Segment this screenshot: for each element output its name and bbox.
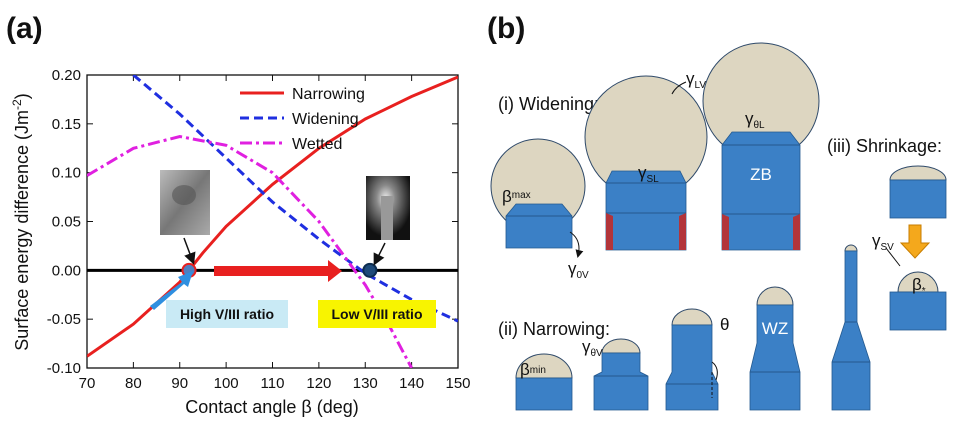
- crossing-point: [363, 264, 376, 277]
- x-tick-label: 100: [214, 375, 239, 392]
- subscript: max: [512, 190, 531, 201]
- subscript: 0V: [577, 270, 590, 281]
- legend-label: Wetted: [292, 136, 342, 153]
- sidewall: [722, 214, 729, 250]
- x-tick-label: 120: [306, 375, 331, 392]
- x-tick-label: 130: [353, 375, 378, 392]
- y-tick-label: 0.00: [52, 262, 81, 279]
- sidewall: [606, 213, 613, 250]
- x-tick-label: 90: [171, 375, 188, 392]
- process-arrow: [214, 260, 342, 282]
- x-tick-label: 70: [79, 375, 96, 392]
- tem-particle: [172, 185, 196, 205]
- sidewall: [793, 214, 800, 250]
- y-label-close: ): [12, 93, 32, 99]
- y-tick-label: 0.20: [52, 67, 81, 84]
- nanowire: [890, 292, 946, 330]
- label: γθV: [582, 337, 603, 359]
- nanowire: [594, 353, 648, 410]
- inset-arrow: [375, 243, 385, 263]
- nanowire: [516, 378, 572, 410]
- annotation: High V/III ratio: [180, 306, 274, 322]
- nanowire: [666, 325, 718, 410]
- x-tick-label: 140: [399, 375, 424, 392]
- x-tick-label: 110: [261, 375, 285, 392]
- y-tick-label: 0.10: [52, 165, 81, 182]
- y-label-sup: -2: [10, 99, 24, 110]
- legend-label: Widening: [292, 111, 359, 128]
- nanowire: [506, 204, 572, 248]
- nanowire: [890, 180, 946, 218]
- label: γ0V: [568, 259, 589, 281]
- subscript: min: [530, 365, 546, 376]
- phase-label: WZ: [762, 319, 788, 338]
- sem-wire: [381, 196, 393, 240]
- label: γSV: [872, 231, 894, 253]
- transition-arrow: [901, 225, 929, 258]
- y-tick-label: 0.05: [52, 214, 81, 231]
- droplet: [845, 245, 857, 251]
- legend-label: Narrowing: [292, 86, 365, 103]
- inset-arrow: [184, 238, 193, 262]
- label: θ: [720, 315, 729, 334]
- phase-label: ZB: [750, 165, 772, 184]
- label: γLV: [686, 69, 706, 91]
- x-axis-label: Contact angle β (deg): [185, 397, 358, 417]
- sidewall: [679, 213, 686, 250]
- panel-label: (b): [487, 12, 525, 45]
- x-tick-label: 80: [125, 375, 142, 392]
- droplet: [672, 309, 712, 325]
- subscript: SV: [881, 242, 895, 253]
- section-title: (iii) Shrinkage:: [827, 136, 942, 156]
- subscript: θV: [591, 348, 604, 359]
- y-label-text: Surface energy difference (Jm: [12, 110, 32, 351]
- series-line: [87, 137, 412, 369]
- symbol: β: [912, 275, 922, 294]
- y-tick-label: -0.10: [47, 360, 81, 377]
- x-tick-label: 150: [445, 375, 470, 392]
- droplet: [602, 339, 640, 353]
- subscript: SL: [647, 174, 660, 185]
- symbol: β: [520, 360, 530, 379]
- panel-label: (a): [6, 12, 43, 45]
- subscript: θL: [754, 120, 766, 131]
- section-title: (ii) Narrowing:: [498, 319, 610, 339]
- figure: (a) Surface energy difference (Jm-2) Con…: [0, 0, 967, 425]
- y-tick-label: -0.05: [47, 311, 81, 328]
- droplet: [757, 287, 793, 305]
- nanowire: [832, 251, 870, 410]
- droplet: [890, 166, 946, 180]
- annotation: Low V/III ratio: [331, 306, 422, 322]
- nanowire: [722, 132, 800, 250]
- y-axis-label: Surface energy difference (Jm-2): [10, 93, 32, 350]
- symbol: β: [502, 187, 512, 206]
- y-tick-label: 0.15: [52, 116, 81, 133]
- diagram: (b) (i) Widening: βmax γ0V γSL γLV γθL Z…: [487, 12, 946, 410]
- subscript: *: [922, 286, 926, 297]
- section-title: (i) Widening:: [498, 94, 599, 114]
